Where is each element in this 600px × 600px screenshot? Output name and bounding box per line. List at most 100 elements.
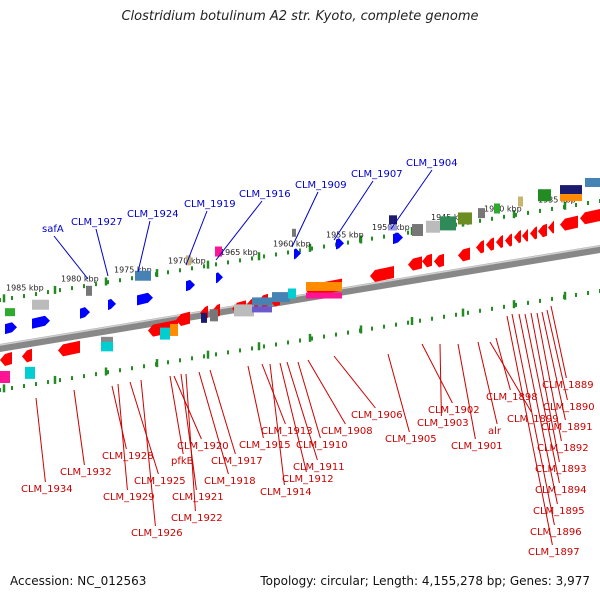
genome-summary: Topology: circular; Length: 4,155,278 bp… — [260, 574, 590, 588]
reverse-gene-arrow — [476, 240, 484, 254]
scale-label: 1960 kbp — [273, 239, 311, 248]
forward-gene-arrow — [80, 307, 90, 319]
feature-block — [5, 308, 15, 317]
reverse-gene-label: CLM_1902 — [428, 405, 480, 416]
reverse-gene-leader — [117, 383, 128, 491]
reverse-gene-leader — [35, 397, 46, 483]
reverse-gene-leader — [457, 343, 476, 440]
reverse-gene-leader — [307, 359, 346, 425]
reverse-gene-arrow — [408, 256, 422, 271]
reverse-gene-label: CLM_1895 — [533, 506, 585, 517]
feature-block — [389, 215, 397, 225]
reverse-gene-label: CLM_1921 — [172, 492, 224, 503]
genome-title: Clostridium botulinum A2 str. Kyoto, com… — [121, 9, 479, 24]
feature-block — [440, 216, 456, 231]
scale-label: 1985 kbp — [6, 283, 44, 292]
reverse-gene-label: CLM_1898 — [486, 392, 538, 403]
reverse-gene-arrow — [505, 233, 512, 247]
reverse-gene-label: CLM_1929 — [103, 492, 155, 503]
reverse-gene-arrow — [514, 230, 521, 244]
feature-block — [252, 297, 272, 306]
forward-gene-label: CLM_1924 — [127, 209, 179, 220]
backbone-highlight — [0, 245, 600, 346]
reverse-gene-leader — [421, 343, 453, 404]
reverse-gene-leader — [546, 309, 568, 401]
forward-gene-arrow — [186, 279, 195, 292]
feature-block — [272, 292, 290, 303]
feature-block — [32, 299, 49, 310]
reverse-gene-leader — [541, 311, 566, 421]
forward-gene-arrow — [5, 322, 17, 335]
reverse-gene-leader — [536, 312, 562, 442]
feature-block — [101, 341, 113, 352]
reverse-gene-label: CLM_1928 — [102, 451, 154, 462]
reverse-gene-leader — [333, 355, 376, 409]
reverse-gene-arrow — [0, 352, 12, 366]
feature-block — [306, 282, 342, 292]
reverse-gene-label: CLM_1905 — [385, 434, 437, 445]
feature-block — [412, 224, 423, 237]
forward-gene-leader — [185, 210, 208, 266]
feature-block — [135, 270, 151, 281]
reverse-gene-label: CLM_1920 — [177, 441, 229, 452]
feature-block — [186, 255, 191, 266]
reverse-gene-arrow — [370, 265, 394, 282]
reverse-gene-leader — [297, 361, 321, 439]
reverse-gene-label: CLM_1892 — [537, 443, 589, 454]
forward-gene-leader — [137, 220, 151, 273]
forward-gene-label: CLM_1907 — [351, 169, 403, 180]
forward-gene-label: CLM_1927 — [71, 217, 123, 228]
reverse-gene-label: CLM_1889 — [542, 380, 594, 391]
scale-label: 1935 kbp — [538, 196, 576, 205]
feature-block — [560, 194, 582, 202]
forward-gene-leader — [390, 169, 433, 230]
reverse-gene-leader — [169, 375, 184, 455]
scale-label: 1975 kbp — [114, 266, 152, 275]
reverse-gene-arrow — [580, 209, 600, 225]
reverse-gene-leader — [140, 379, 156, 527]
reverse-gene-leader — [495, 337, 511, 391]
reverse-gene-label: CLM_1897 — [528, 547, 580, 558]
forward-gene-arrow — [216, 272, 223, 284]
reverse-gene-leader — [209, 369, 236, 455]
reverse-gene-leader — [111, 385, 127, 450]
reverse-gene-arrow — [496, 235, 503, 249]
scale-label: 1980 kbp — [61, 274, 99, 283]
scale-label: 1955 kbp — [326, 231, 364, 240]
feature-block — [585, 177, 600, 187]
reverse-gene-labels: CLM_1934 CLM_1932 CLM_1928 CLM_1929 CLM_1925… — [21, 305, 595, 558]
reverse-gene-arrow — [522, 228, 528, 242]
reverse-gene-leader — [247, 365, 264, 439]
feature-block — [560, 185, 582, 195]
reverse-gene-arrow — [434, 253, 444, 268]
reverse-gene-label: CLM_1908 — [321, 426, 373, 437]
reverse-gene-leader — [489, 341, 532, 413]
feature-block — [306, 292, 342, 299]
forward-gene-label: CLM_1909 — [295, 180, 347, 191]
reverse-gene-label: CLM_1891 — [541, 422, 593, 433]
reverse-gene-leader — [185, 373, 196, 512]
reverse-gene-leader — [518, 313, 558, 505]
reverse-gene-leader — [524, 313, 560, 484]
reverse-gene-arrow — [530, 226, 537, 240]
reverse-gene-label: CLM_1926 — [131, 528, 183, 539]
feature-block — [288, 288, 296, 299]
feature-block — [538, 189, 551, 202]
reverse-gene-leader — [506, 315, 553, 546]
reverse-gene-leader — [279, 362, 307, 473]
feature-block — [458, 212, 472, 225]
reverse-gene-label: CLM_1906 — [351, 410, 403, 421]
forward-gene-arrow — [108, 298, 116, 311]
reverse-gene-label: CLM_1912 — [282, 474, 334, 485]
reverse-gene-label: CLM_1914 — [260, 487, 312, 498]
reverse-gene-leader — [180, 373, 197, 491]
forward-gene-label: CLM_1904 — [406, 158, 458, 169]
forward-gene-leader — [95, 228, 109, 277]
feature-block — [494, 203, 500, 214]
reverse-gene-label: CLM_1894 — [535, 485, 587, 496]
reverse-gene-label: CLM_1890 — [543, 402, 595, 413]
feature-block — [101, 336, 113, 342]
reverse-gene-leader — [511, 313, 555, 526]
